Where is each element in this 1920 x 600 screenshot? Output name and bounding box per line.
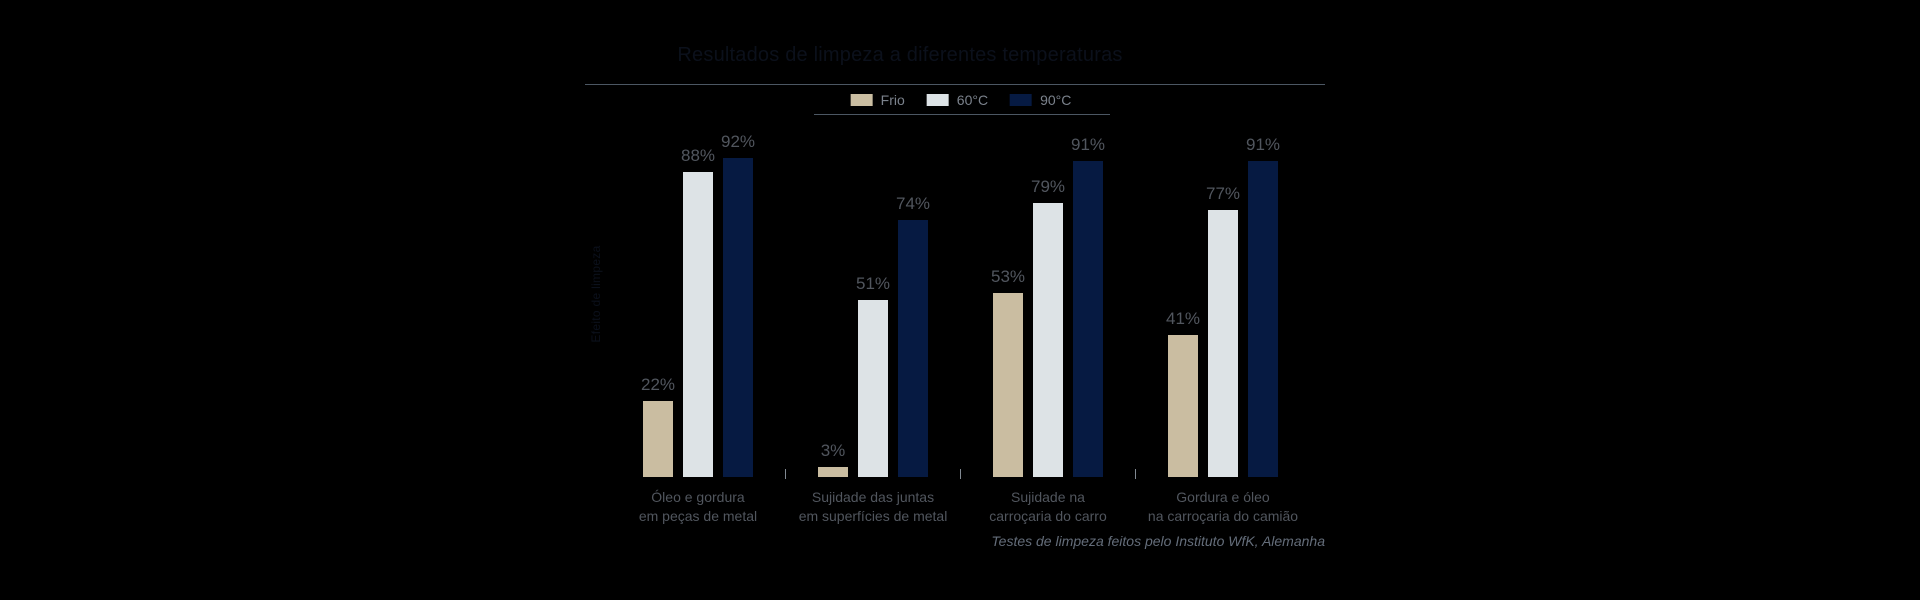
category-label-2: Sujidade na carroçaria do carro <box>989 489 1107 524</box>
legend-item-0: Frio <box>850 92 905 108</box>
source-note: Testes de limpeza feitos pelo Instituto … <box>991 533 1325 549</box>
legend-item-label: 60°C <box>956 92 989 108</box>
legend-swatch-icon <box>1010 94 1033 106</box>
bar-60°C-group-2 <box>1033 203 1063 477</box>
bar-90°C-group-2 <box>1073 161 1103 477</box>
legend-swatch-icon <box>926 94 949 106</box>
bar-value-label: 92% <box>720 132 756 151</box>
chart-title: Resultados de limpeza a diferentes tempe… <box>677 44 1123 66</box>
bar-value-label: 74% <box>895 194 931 213</box>
bar-value-label: 22% <box>640 375 676 394</box>
bar-60°C-group-1 <box>858 300 888 477</box>
bar-Frio-group-0 <box>643 401 673 477</box>
bar-90°C-group-0 <box>723 158 753 477</box>
bar-Frio-group-3 <box>1168 335 1198 477</box>
bar-value-label: 91% <box>1070 135 1106 154</box>
bar-Frio-group-2 <box>993 293 1023 477</box>
bar-Frio-group-1 <box>818 467 848 477</box>
category-label-3: Gordura e óleo na carroçaria do camião <box>1147 489 1299 524</box>
legend-divider <box>814 114 1110 115</box>
bar-value-label: 51% <box>855 274 891 293</box>
bar-value-label: 79% <box>1030 177 1066 196</box>
bar-90°C-group-3 <box>1248 161 1278 477</box>
legend-item-label: Frio <box>880 92 905 108</box>
bar-60°C-group-3 <box>1208 210 1238 477</box>
plot-area: 22% 88% 92% 3% 51% 74% 53% 79% 91% 41% 77% 91% <box>585 130 1325 479</box>
bar-value-label: 53% <box>990 267 1026 286</box>
legend-item-1: 60°C <box>926 92 989 108</box>
chart-legend: Frio 60°C 90°C <box>850 92 1071 108</box>
bar-value-label: 41% <box>1165 309 1201 328</box>
bar-value-label: 3% <box>820 441 846 460</box>
title-divider <box>585 84 1325 85</box>
bar-value-label: 77% <box>1205 184 1241 203</box>
baseline-tick <box>785 469 786 479</box>
category-axis: Óleo e gordura em peças de metal Sujidade… <box>585 488 1325 532</box>
legend-item-label: 90°C <box>1040 92 1072 108</box>
legend-swatch-icon <box>850 94 873 106</box>
legend-item-2: 90°C <box>1010 92 1071 108</box>
category-label-0: Óleo e gordura em peças de metal <box>638 489 758 524</box>
bar-60°C-group-0 <box>683 172 713 477</box>
category-label-1: Sujidade das juntas em superfícies de me… <box>798 489 948 524</box>
bar-90°C-group-1 <box>898 220 928 477</box>
baseline-tick <box>1135 469 1136 479</box>
bar-value-label: 88% <box>680 146 716 165</box>
baseline-tick <box>960 469 961 479</box>
bar-value-label: 91% <box>1245 135 1281 154</box>
